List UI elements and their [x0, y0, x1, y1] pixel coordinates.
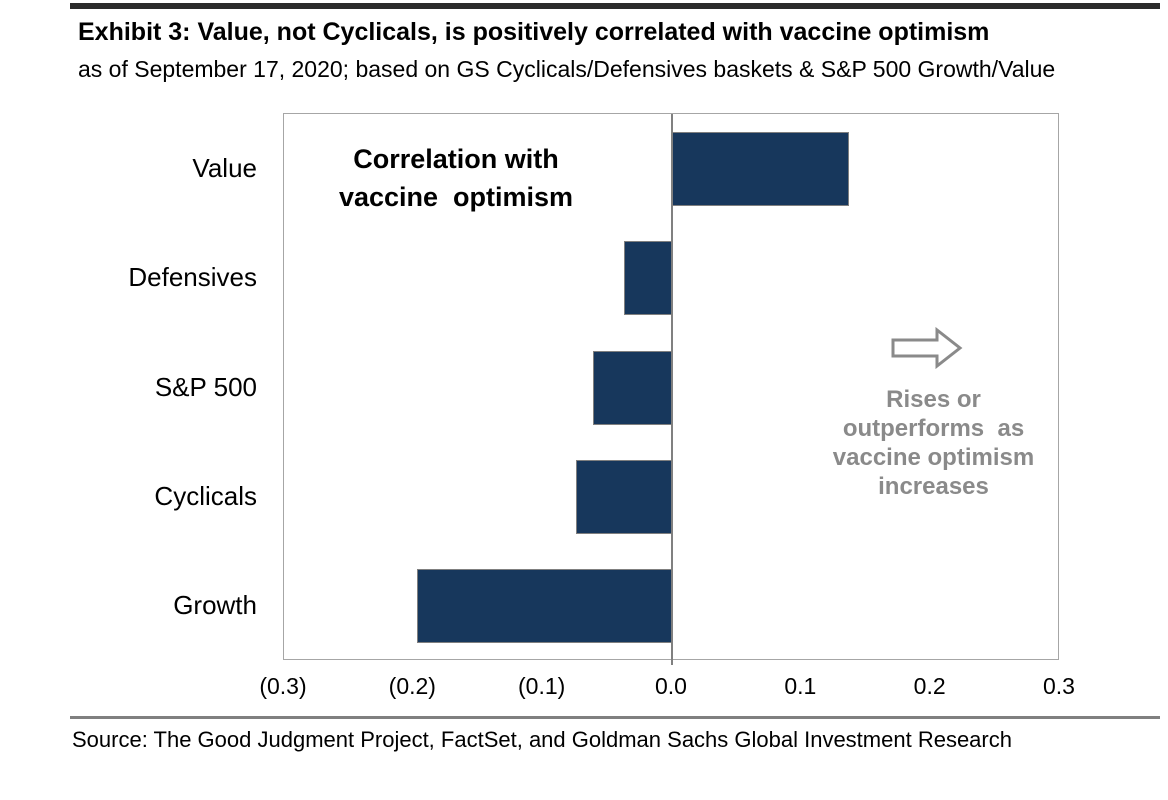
exhibit-title: Exhibit 3: Value, not Cyclicals, is posi…: [78, 18, 990, 46]
right-arrow-icon: [891, 326, 963, 370]
x-tick-label-0-3: 0.3: [1043, 673, 1075, 699]
category-label-s-p-500: S&P 500: [154, 371, 257, 402]
x-tick-label-0-2: 0.2: [913, 673, 946, 699]
zero-axis-line: [671, 114, 673, 665]
chart-annotation: Correlation with vaccine optimism: [338, 144, 574, 212]
bar-value: [672, 131, 850, 206]
bottom-rule: [70, 716, 1160, 719]
top-rule: [70, 3, 1160, 9]
callout-text: Rises or outperforms as vaccine optimism…: [832, 386, 1035, 500]
bar-chart: Value Defensives S&P 500 Cyclicals Growth Co…: [0, 113, 1168, 713]
x-tick-label-0-1: (0.1): [518, 673, 566, 699]
x-tick-label-0-0: 0.0: [655, 673, 687, 699]
category-label-value: Value: [192, 152, 257, 183]
x-tick-label-0-1: 0.1: [784, 673, 817, 699]
category-label-cyclicals: Cyclicals: [154, 480, 257, 511]
bar-s-p-500: [593, 350, 672, 425]
plot-area: Correlation with vaccine optimism Rises …: [283, 113, 1059, 665]
bar-defensives: [624, 241, 672, 316]
exhibit-subtitle: as of September 17, 2020; based on GS Cy…: [78, 56, 1056, 82]
bar-cyclicals: [576, 459, 672, 534]
bar-growth: [417, 569, 672, 644]
category-label-growth: Growth: [173, 590, 257, 621]
source-note: Source: The Good Judgment Project, FactS…: [72, 727, 1012, 752]
category-label-defensives: Defensives: [128, 262, 257, 293]
y-axis-labels: Value Defensives S&P 500 Cyclicals Growth: [0, 113, 257, 660]
x-tick-label-0-2: (0.2): [388, 673, 436, 699]
x-tick-label-0-3: (0.3): [259, 673, 307, 699]
